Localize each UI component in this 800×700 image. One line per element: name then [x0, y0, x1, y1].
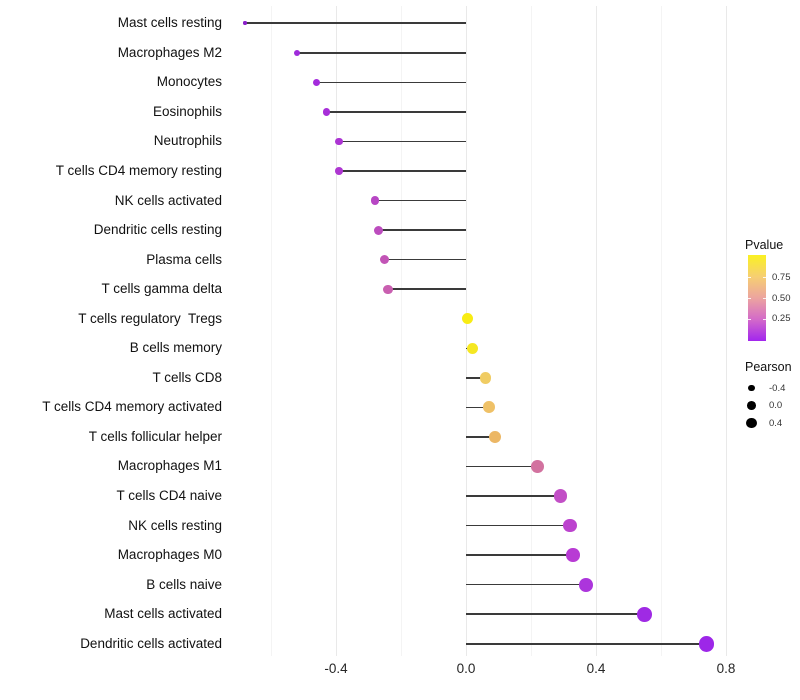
lollipop-stem	[316, 81, 466, 84]
lollipop-stem	[245, 22, 466, 24]
pvalue-tick-label: 0.50	[772, 292, 791, 304]
pearson-legend-dot	[747, 401, 756, 410]
lollipop-dot	[637, 606, 653, 622]
y-axis-label: Macrophages M1	[117, 458, 222, 474]
lollipop-stem	[466, 524, 570, 527]
lollipop-stem	[466, 554, 574, 556]
pvalue-tick-mark	[748, 298, 751, 299]
pearson-legend-label: 0.4	[769, 417, 783, 429]
pearson-legend-label: 0.0	[769, 400, 783, 411]
lollipop-dot	[335, 137, 344, 146]
y-axis-label: NK cells resting	[128, 517, 222, 533]
lollipop-stem	[339, 140, 466, 143]
lollipop-stem	[339, 170, 466, 172]
x-axis-tick-label: 0.0	[456, 661, 476, 676]
lollipop-dot	[489, 430, 502, 443]
lollipop-dot	[579, 577, 594, 592]
y-axis-label: T cells CD8	[152, 369, 222, 385]
lollipop-dot	[531, 460, 544, 473]
y-axis-label: Eosinophils	[152, 103, 222, 119]
lollipop-stem	[384, 258, 466, 261]
lollipop-dot	[563, 518, 577, 533]
pvalue-tick-mark	[748, 277, 751, 279]
lollipop-stem	[466, 495, 561, 497]
gridline-minor	[660, 6, 662, 656]
lollipop-dot	[243, 21, 247, 25]
y-axis-label: B cells naive	[146, 576, 222, 592]
lollipop-stem	[466, 465, 538, 468]
y-axis-label: Plasma cells	[146, 251, 222, 267]
lollipop-dot	[380, 255, 390, 265]
y-axis-label: T cells CD4 memory resting	[55, 162, 222, 178]
pearson-legend-label: -0.4	[769, 382, 786, 394]
y-axis-label: Mast cells resting	[117, 15, 222, 31]
lollipop-dot	[466, 342, 479, 354]
lollipop-dot	[479, 371, 492, 384]
lollipop-stem	[375, 199, 466, 202]
gridline-minor	[270, 6, 272, 656]
pvalue-gradient-bar	[748, 255, 766, 341]
pvalue-tick-mark	[748, 318, 751, 320]
lollipop-dot	[335, 167, 344, 175]
y-axis-label: T cells regulatory Tregs	[78, 310, 222, 326]
lollipop-stem	[378, 229, 466, 231]
lollipop-dot	[482, 401, 495, 414]
y-axis-label: T cells follicular helper	[88, 428, 222, 444]
lollipop-dot	[566, 548, 580, 562]
pvalue-tick-mark	[763, 318, 766, 320]
x-axis-tick-label: 0.8	[716, 661, 736, 676]
lollipop-dot	[370, 196, 380, 205]
y-axis-label: Macrophages M2	[117, 44, 222, 60]
gridline-major	[335, 6, 337, 656]
lollipop-stem	[326, 111, 466, 113]
lollipop-stem	[466, 613, 645, 615]
y-axis-label: T cells gamma delta	[101, 281, 222, 297]
lollipop-stem	[388, 288, 466, 290]
y-axis-label: B cells memory	[129, 340, 222, 356]
pvalue-tick-mark	[763, 298, 766, 299]
pvalue-legend-title: Pvalue	[745, 238, 784, 252]
pearson-legend-dot	[748, 384, 755, 392]
lollipop-stem	[466, 643, 707, 645]
pvalue-tick-mark	[763, 277, 766, 279]
lollipop-stem	[466, 406, 489, 409]
gridline-major	[725, 6, 727, 656]
lollipop-dot	[373, 225, 383, 235]
gridline-major	[595, 6, 597, 656]
lollipop-dot	[383, 284, 393, 294]
y-axis-label: T cells CD4 memory activated	[42, 399, 222, 415]
lollipop-stem	[466, 583, 587, 586]
lollipop-dot	[698, 635, 715, 652]
pvalue-tick-label: 0.75	[772, 271, 791, 283]
lollipop-dot	[461, 313, 474, 325]
pearson-legend-title: Pearson	[745, 360, 792, 374]
y-axis-label: Monocytes	[156, 74, 222, 90]
y-axis-label: Neutrophils	[153, 133, 222, 149]
y-axis-label: Dendritic cells activated	[80, 635, 222, 651]
lollipop-stem	[466, 377, 486, 379]
lollipop-stem	[297, 52, 466, 54]
gridline-major	[465, 6, 467, 656]
lollipop-dot	[293, 49, 301, 56]
lollipop-dot	[312, 78, 320, 86]
lollipop-dot	[553, 489, 567, 503]
lollipop-stem	[466, 436, 496, 438]
y-axis-label: NK cells activated	[114, 192, 222, 208]
gridline-minor	[400, 6, 402, 656]
y-axis-label: Mast cells activated	[104, 606, 222, 622]
x-axis-tick-label: -0.4	[324, 661, 348, 676]
lollipop-dot	[322, 108, 330, 116]
y-axis-label: Dendritic cells resting	[93, 222, 222, 238]
y-axis-label: T cells CD4 naive	[116, 488, 222, 503]
pvalue-tick-label: 0.25	[772, 313, 791, 325]
gridline-minor	[530, 6, 532, 656]
x-axis-tick-label: 0.4	[586, 661, 606, 676]
pearson-legend-dot	[746, 417, 757, 429]
y-axis-label: Macrophages M0	[117, 547, 222, 563]
